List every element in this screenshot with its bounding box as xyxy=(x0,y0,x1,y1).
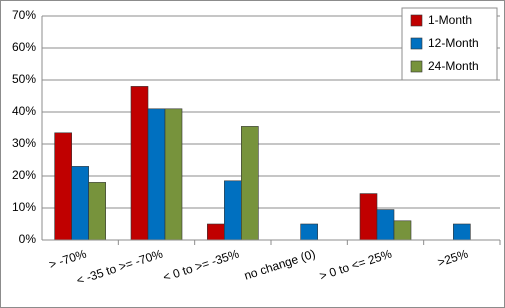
bar xyxy=(71,166,89,241)
y-tick-label: 50% xyxy=(12,72,36,86)
bar xyxy=(376,209,395,241)
bar xyxy=(164,108,183,241)
bar xyxy=(241,126,259,241)
y-tick-label: 70% xyxy=(12,8,36,22)
bar xyxy=(147,108,166,241)
y-tick-label: 10% xyxy=(12,200,36,214)
legend-label: 12-Month xyxy=(428,36,479,50)
bar xyxy=(359,193,378,241)
legend-swatch xyxy=(410,60,423,73)
y-tick-label: 0% xyxy=(19,232,37,246)
y-tick-label: 30% xyxy=(12,136,36,150)
bar xyxy=(224,180,242,241)
legend-swatch xyxy=(410,37,423,50)
bar xyxy=(393,220,412,241)
y-tick-label: 40% xyxy=(12,104,36,118)
bar xyxy=(130,86,149,241)
bar xyxy=(88,182,106,241)
bar xyxy=(453,223,471,241)
legend-label: 1-Month xyxy=(428,13,472,27)
bar xyxy=(54,132,72,241)
legend-swatch xyxy=(410,14,423,27)
bar xyxy=(300,223,318,241)
legend-label: 24-Month xyxy=(428,59,479,73)
y-tick-label: 60% xyxy=(12,40,36,54)
bar xyxy=(207,223,225,241)
y-tick-label: 20% xyxy=(12,168,36,182)
